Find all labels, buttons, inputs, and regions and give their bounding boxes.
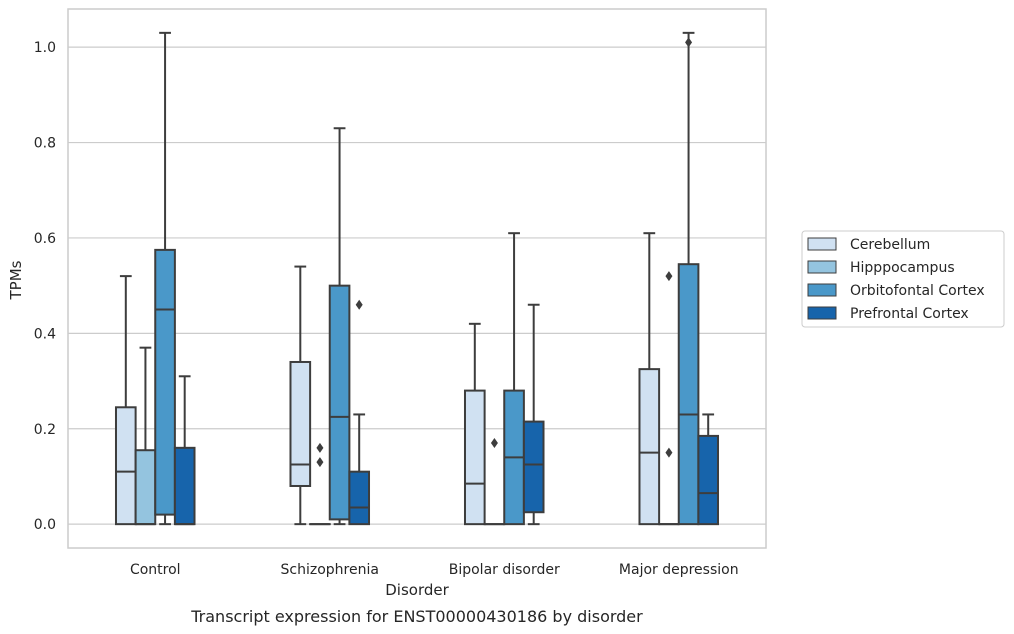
legend-swatch xyxy=(807,283,837,297)
plot-frame xyxy=(67,8,767,549)
box-3-0 xyxy=(173,375,196,526)
legend-label: Cerebellum xyxy=(850,237,930,253)
box-body xyxy=(677,263,700,526)
box-0-3 xyxy=(638,232,661,526)
outlier-point xyxy=(316,457,324,468)
outlier-point xyxy=(665,271,673,282)
chart-caption: Transcript expression for ENST0000043018… xyxy=(190,607,643,626)
box-body xyxy=(638,368,661,526)
y-tick-label: 0.2 xyxy=(34,422,56,438)
y-tick-label: 0.8 xyxy=(34,136,56,152)
box-1-1 xyxy=(309,442,331,526)
y-tick-label: 0.0 xyxy=(34,517,56,533)
x-tick-label: Schizophrenia xyxy=(281,562,379,578)
legend-label: Prefrontal Cortex xyxy=(850,306,969,322)
x-tick-label: Bipolar disorder xyxy=(449,562,560,578)
box-2-1 xyxy=(328,127,351,526)
x-tick-label: Major depression xyxy=(619,562,739,578)
x-tick-label: Control xyxy=(130,562,181,578)
box-body xyxy=(114,406,137,526)
outlier-point xyxy=(490,438,498,449)
y-axis-label: TPMs xyxy=(7,260,25,300)
outlier-point xyxy=(685,37,693,48)
box-body xyxy=(173,446,196,526)
box-0-1 xyxy=(289,265,312,526)
legend: Cerebellum Hipppocampus Orbitofontal Corte… xyxy=(801,230,1005,328)
legend-swatch xyxy=(807,260,837,274)
box-0-0 xyxy=(114,275,137,526)
legend-frame xyxy=(801,230,1005,328)
box-3-2 xyxy=(522,303,545,526)
y-tick-label: 1.0 xyxy=(34,40,56,56)
box-0-2 xyxy=(463,322,486,526)
box-2-2 xyxy=(503,232,525,526)
legend-label: Orbitofontal Cortex xyxy=(850,283,985,299)
box-body xyxy=(328,284,351,521)
y-tick-label: 0.4 xyxy=(34,326,56,342)
box-3-3 xyxy=(697,413,720,526)
legend-swatch xyxy=(807,306,837,320)
y-tick-label: 0.6 xyxy=(34,231,56,247)
box-2-3 xyxy=(677,31,700,526)
box-body xyxy=(289,360,312,487)
legend-label: Hipppocampus xyxy=(850,260,955,276)
box-2-0 xyxy=(154,31,176,526)
outlier-point xyxy=(355,299,363,310)
box-3-1 xyxy=(348,299,371,526)
box-body xyxy=(134,449,157,526)
x-axis-label: Disorder xyxy=(385,581,449,599)
box-body xyxy=(463,389,486,526)
outlier-point xyxy=(316,442,324,453)
box-body xyxy=(348,470,371,526)
box-body xyxy=(154,248,176,516)
outlier-point xyxy=(665,447,673,458)
x-axis-ticks: Control Schizophrenia Bipolar disorder Majo… xyxy=(130,562,739,578)
y-axis-ticks: 0.0 0.2 0.4 0.6 0.8 1.0 xyxy=(34,40,56,533)
box-series xyxy=(114,31,720,526)
legend-swatch xyxy=(807,237,837,251)
box-body xyxy=(522,420,545,514)
box-body xyxy=(697,434,720,526)
